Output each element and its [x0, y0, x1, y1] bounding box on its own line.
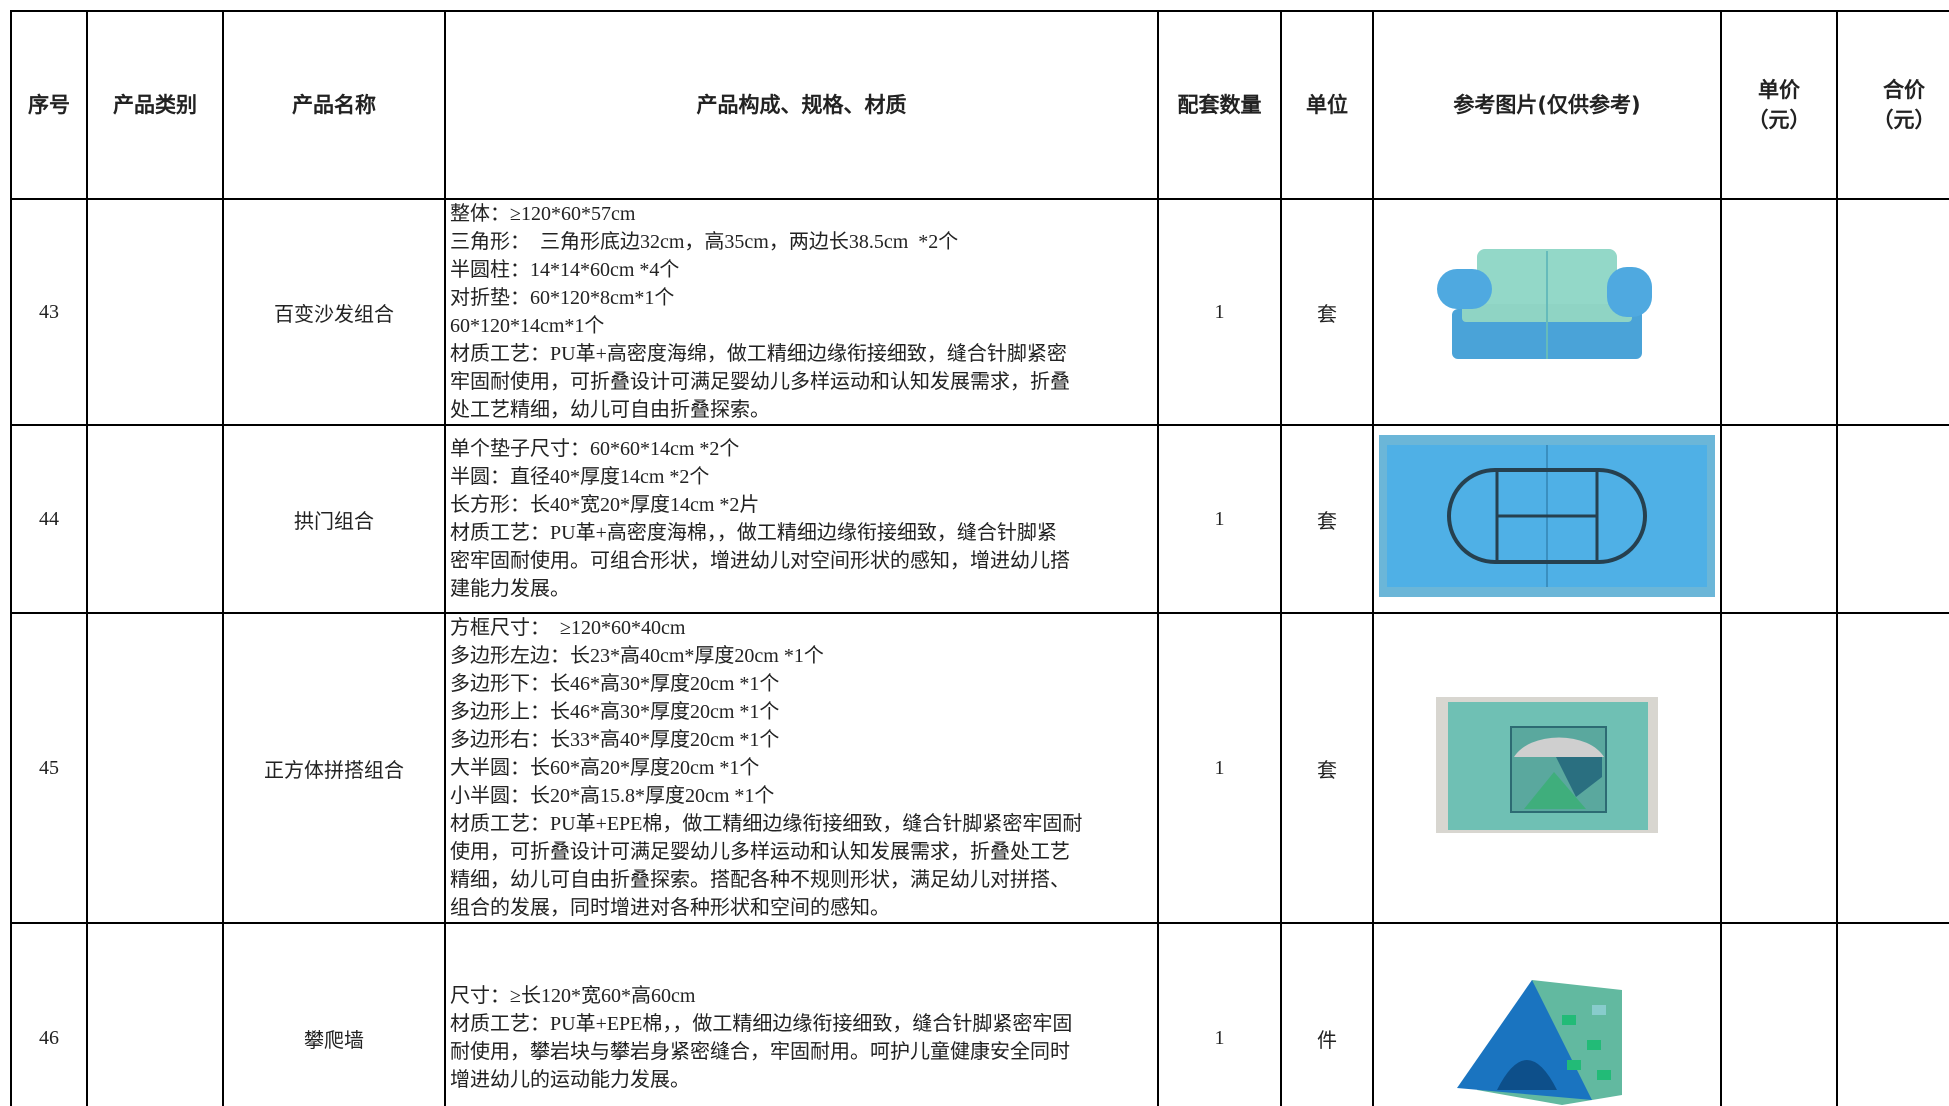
spec-line: 整体：≥120*60*57cm	[450, 203, 636, 225]
product-table: 序号 产品类别 产品名称 产品构成、规格、材质 配套数量 单位 参考图片(仅供参考) 单价 （…	[10, 10, 1949, 1106]
reference-image	[1372, 198, 1722, 426]
spec-line: 半圆柱：14*14*60cm *4个	[450, 259, 680, 281]
product-name: 正方体拼搭组合	[222, 612, 446, 924]
category-cell	[86, 424, 224, 614]
reference-image	[1372, 612, 1722, 924]
spec-cell: 整体：≥120*60*57cm 三角形： 三角形底边32cm，高35cm，两边长3…	[444, 198, 1159, 426]
spec-line: 多边形左边：长23*高40cm*厚度20cm *1个	[450, 645, 824, 667]
spec-line: 60*120*14cm*1个	[450, 315, 605, 337]
product-row: 45 正方体拼搭组合 方框尺寸： ≥120*60*40cm 多边形左边：长23*高40…	[10, 612, 1949, 924]
category-cell	[86, 612, 224, 924]
header-cell: 单位	[1280, 10, 1374, 200]
spec-line: 密牢固耐使用。可组合形状，增进幼儿对空间形状的感知，增进幼儿搭	[450, 550, 1070, 572]
header-cell: 参考图片(仅供参考)	[1372, 10, 1722, 200]
spec-line: 建能力发展。	[450, 578, 570, 600]
product-row: 46 攀爬墙 尺寸：≥长120*宽60*高60cm 材质工艺：PU革+EPE棉，，做工…	[10, 922, 1949, 1106]
header-cell: 序号	[10, 10, 88, 200]
spec-line: 组合的发展，同时增进对各种形状和空间的感知。	[450, 897, 890, 919]
row-number: 45	[10, 612, 88, 924]
total-price	[1836, 612, 1949, 924]
spec-line: 材质工艺：PU革+高密度海绵，做工精细边缘衔接细致，缝合针脚紧密	[450, 343, 1067, 365]
spec-line: 耐使用，攀岩块与攀岩身紧密缝合，牢固耐用。呵护儿童健康安全同时	[450, 1041, 1070, 1063]
spec-line: 牢固耐使用，可折叠设计可满足婴幼儿多样运动和认知发展需求，折叠	[450, 371, 1070, 393]
spec-line: 单个垫子尺寸：60*60*14cm *2个	[450, 438, 740, 460]
header-cell: 产品构成、规格、材质	[444, 10, 1159, 200]
spec-line: 长方形：长40*宽20*厚度14cm *2片	[450, 494, 760, 516]
spec-cell: 方框尺寸： ≥120*60*40cm 多边形左边：长23*高40cm*厚度20cm…	[444, 612, 1159, 924]
spec-line: 多边形上：长46*高30*厚度20cm *1个	[450, 701, 780, 723]
spec-line: 材质工艺：PU革+EPE棉，做工精细边缘衔接细致，缝合针脚紧密牢固耐	[450, 813, 1083, 835]
category-cell	[86, 198, 224, 426]
product-row: 44 拱门组合 单个垫子尺寸：60*60*14cm *2个 半圆：直径40*厚度14c…	[10, 424, 1949, 614]
unit: 套	[1280, 612, 1374, 924]
header-cell: 产品名称	[222, 10, 446, 200]
spec-line: 材质工艺：PU革+高密度海棉，，做工精细边缘衔接细致，缝合针脚紧	[450, 522, 1057, 544]
product-name: 攀爬墙	[222, 922, 446, 1106]
category-cell	[86, 922, 224, 1106]
row-number: 43	[10, 198, 88, 426]
unit-price	[1720, 922, 1838, 1106]
header-cell: 合价 （元）	[1836, 10, 1949, 200]
header-cell: 配套数量	[1157, 10, 1282, 200]
spec-line: 材质工艺：PU革+EPE棉，，做工精细边缘衔接细致，缝合针脚紧密牢固	[450, 1013, 1073, 1035]
row-number: 44	[10, 424, 88, 614]
row-number: 46	[10, 922, 88, 1106]
product-name: 拱门组合	[222, 424, 446, 614]
reference-image	[1372, 922, 1722, 1106]
spec-cell: 单个垫子尺寸：60*60*14cm *2个 半圆：直径40*厚度14cm *2个长…	[444, 424, 1159, 614]
total-price	[1836, 198, 1949, 426]
spec-line: 对折垫：60*120*8cm*1个	[450, 287, 675, 309]
spec-line: 尺寸：≥长120*宽60*高60cm	[450, 985, 696, 1007]
spec-line: 大半圆：长60*高20*厚度20cm *1个	[450, 757, 760, 779]
total-price	[1836, 922, 1949, 1106]
total-price	[1836, 424, 1949, 614]
spec-line: 多边形右：长33*高40*厚度20cm *1个	[450, 729, 780, 751]
spec-line: 增进幼儿的运动能力发展。	[450, 1069, 690, 1091]
quantity: 1	[1157, 424, 1282, 614]
spec-line: 方框尺寸： ≥120*60*40cm	[450, 617, 686, 639]
unit-price	[1720, 424, 1838, 614]
quantity: 1	[1157, 198, 1282, 426]
header-cell: 产品类别	[86, 10, 224, 200]
unit: 套	[1280, 424, 1374, 614]
header-row: 序号 产品类别 产品名称 产品构成、规格、材质 配套数量 单位 参考图片(仅供参考) 单价 （…	[10, 10, 1949, 200]
quantity: 1	[1157, 922, 1282, 1106]
spec-line: 半圆：直径40*厚度14cm *2个	[450, 466, 710, 488]
spec-line: 三角形： 三角形底边32cm，高35cm，两边长38.5cm *2个	[450, 231, 959, 253]
unit: 件	[1280, 922, 1374, 1106]
spec-line: 精细，幼儿可自由折叠探索。搭配各种不规则形状，满足幼儿对拼搭、	[450, 869, 1070, 891]
spec-cell: 尺寸：≥长120*宽60*高60cm 材质工艺：PU革+EPE棉，，做工精细边缘衔…	[444, 922, 1159, 1106]
spec-line: 使用，可折叠设计可满足婴幼儿多样运动和认知发展需求，折叠处工艺	[450, 841, 1070, 863]
product-row: 43 百变沙发组合 整体：≥120*60*57cm 三角形： 三角形底边32cm，高3…	[10, 198, 1949, 426]
unit-price	[1720, 612, 1838, 924]
product-name: 百变沙发组合	[222, 198, 446, 426]
spec-line: 小半圆：长20*高15.8*厚度20cm *1个	[450, 785, 775, 807]
reference-image	[1372, 424, 1722, 614]
quantity: 1	[1157, 612, 1282, 924]
header-cell: 单价 （元）	[1720, 10, 1838, 200]
spec-line: 处工艺精细，幼儿可自由折叠探索。	[450, 399, 770, 421]
spec-line: 多边形下：长46*高30*厚度20cm *1个	[450, 673, 780, 695]
unit: 套	[1280, 198, 1374, 426]
unit-price	[1720, 198, 1838, 426]
